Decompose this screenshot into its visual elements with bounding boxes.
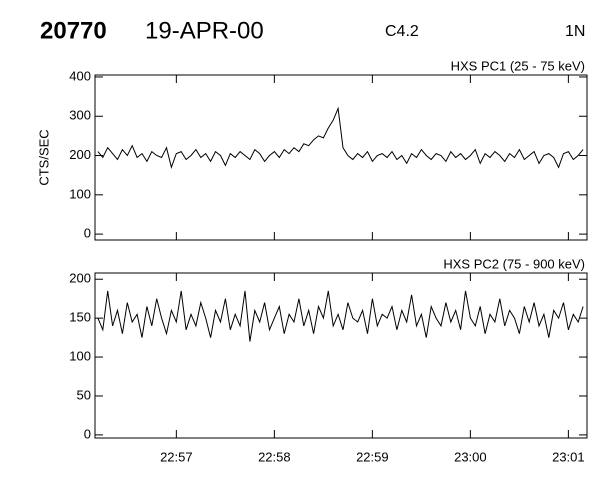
y-axis-label: CTS/SEC xyxy=(36,129,51,185)
panel-title: HXS PC2 (75 - 900 keV) xyxy=(443,256,585,271)
plot-frame xyxy=(94,74,588,241)
data-line xyxy=(97,290,584,342)
plot-frame xyxy=(94,272,588,439)
y-tick-label: 300 xyxy=(69,108,91,123)
data-line xyxy=(97,106,584,170)
y-tick-label: 50 xyxy=(77,387,91,402)
y-tick-label: 0 xyxy=(84,226,91,241)
x-tick-label: 23:00 xyxy=(454,449,487,464)
y-tick-label: 200 xyxy=(69,271,91,286)
event-date: 19-APR-00 xyxy=(145,17,264,44)
y-tick-label: 100 xyxy=(69,186,91,201)
y-tick-label: 400 xyxy=(69,68,91,83)
x-tick-label: 23:01 xyxy=(552,449,585,464)
y-tick-label: 200 xyxy=(69,147,91,162)
panel-title: HXS PC1 (25 - 75 keV) xyxy=(451,58,585,73)
event-id: 20770 xyxy=(40,17,107,44)
y-tick-label: 100 xyxy=(69,348,91,363)
x-tick-label: 22:58 xyxy=(258,449,291,464)
x-tick-label: 22:59 xyxy=(356,449,389,464)
y-tick-label: 150 xyxy=(69,310,91,325)
y-tick-label: 0 xyxy=(84,426,91,441)
x-tick-label: 22:57 xyxy=(160,449,193,464)
code: 1N xyxy=(565,23,585,40)
flare-class: C4.2 xyxy=(385,23,419,40)
